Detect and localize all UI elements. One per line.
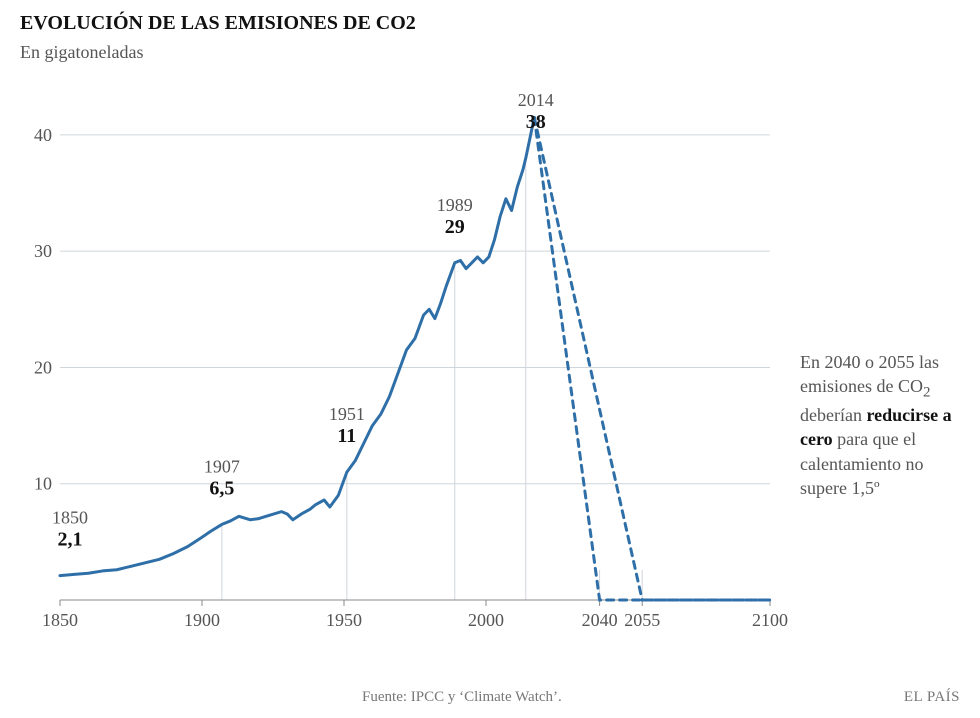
svg-text:6,5: 6,5 — [209, 477, 234, 499]
svg-text:20: 20 — [34, 357, 52, 377]
svg-text:2100: 2100 — [752, 610, 788, 630]
svg-text:11: 11 — [337, 425, 356, 447]
annotation-sub: 2 — [923, 385, 931, 401]
svg-text:2014: 2014 — [518, 90, 554, 110]
chart-title: EVOLUCIÓN DE LAS EMISIONES DE CO2 — [20, 12, 416, 35]
svg-text:1850: 1850 — [52, 508, 88, 528]
svg-text:1850: 1850 — [42, 610, 78, 630]
svg-text:38: 38 — [526, 111, 546, 133]
svg-text:2000: 2000 — [468, 610, 504, 630]
brand-text: EL PAÍS — [904, 689, 960, 706]
svg-text:1900: 1900 — [184, 610, 220, 630]
projection-annotation: En 2040 o 2055 las emisiones de CO2 debe… — [800, 350, 965, 500]
svg-text:10: 10 — [34, 474, 52, 494]
svg-text:2040: 2040 — [582, 610, 618, 630]
chart-subtitle: En gigatoneladas — [20, 42, 143, 63]
svg-text:1989: 1989 — [437, 195, 473, 215]
svg-text:40: 40 — [34, 125, 52, 145]
svg-text:1951: 1951 — [329, 404, 365, 424]
svg-text:2055: 2055 — [624, 610, 660, 630]
source-text: Fuente: IPCC y ‘Climate Watch’. — [362, 689, 562, 706]
annotation-text-mid: deberían — [800, 405, 866, 425]
svg-text:1950: 1950 — [326, 610, 362, 630]
svg-text:1907: 1907 — [204, 456, 240, 476]
svg-text:29: 29 — [445, 216, 465, 238]
svg-text:2,1: 2,1 — [58, 529, 83, 551]
chart-footer: Fuente: IPCC y ‘Climate Watch’. EL PAÍS — [20, 689, 960, 706]
annotation-text-before: En 2040 o 2055 las emisiones de CO — [800, 352, 939, 396]
svg-text:30: 30 — [34, 241, 52, 261]
